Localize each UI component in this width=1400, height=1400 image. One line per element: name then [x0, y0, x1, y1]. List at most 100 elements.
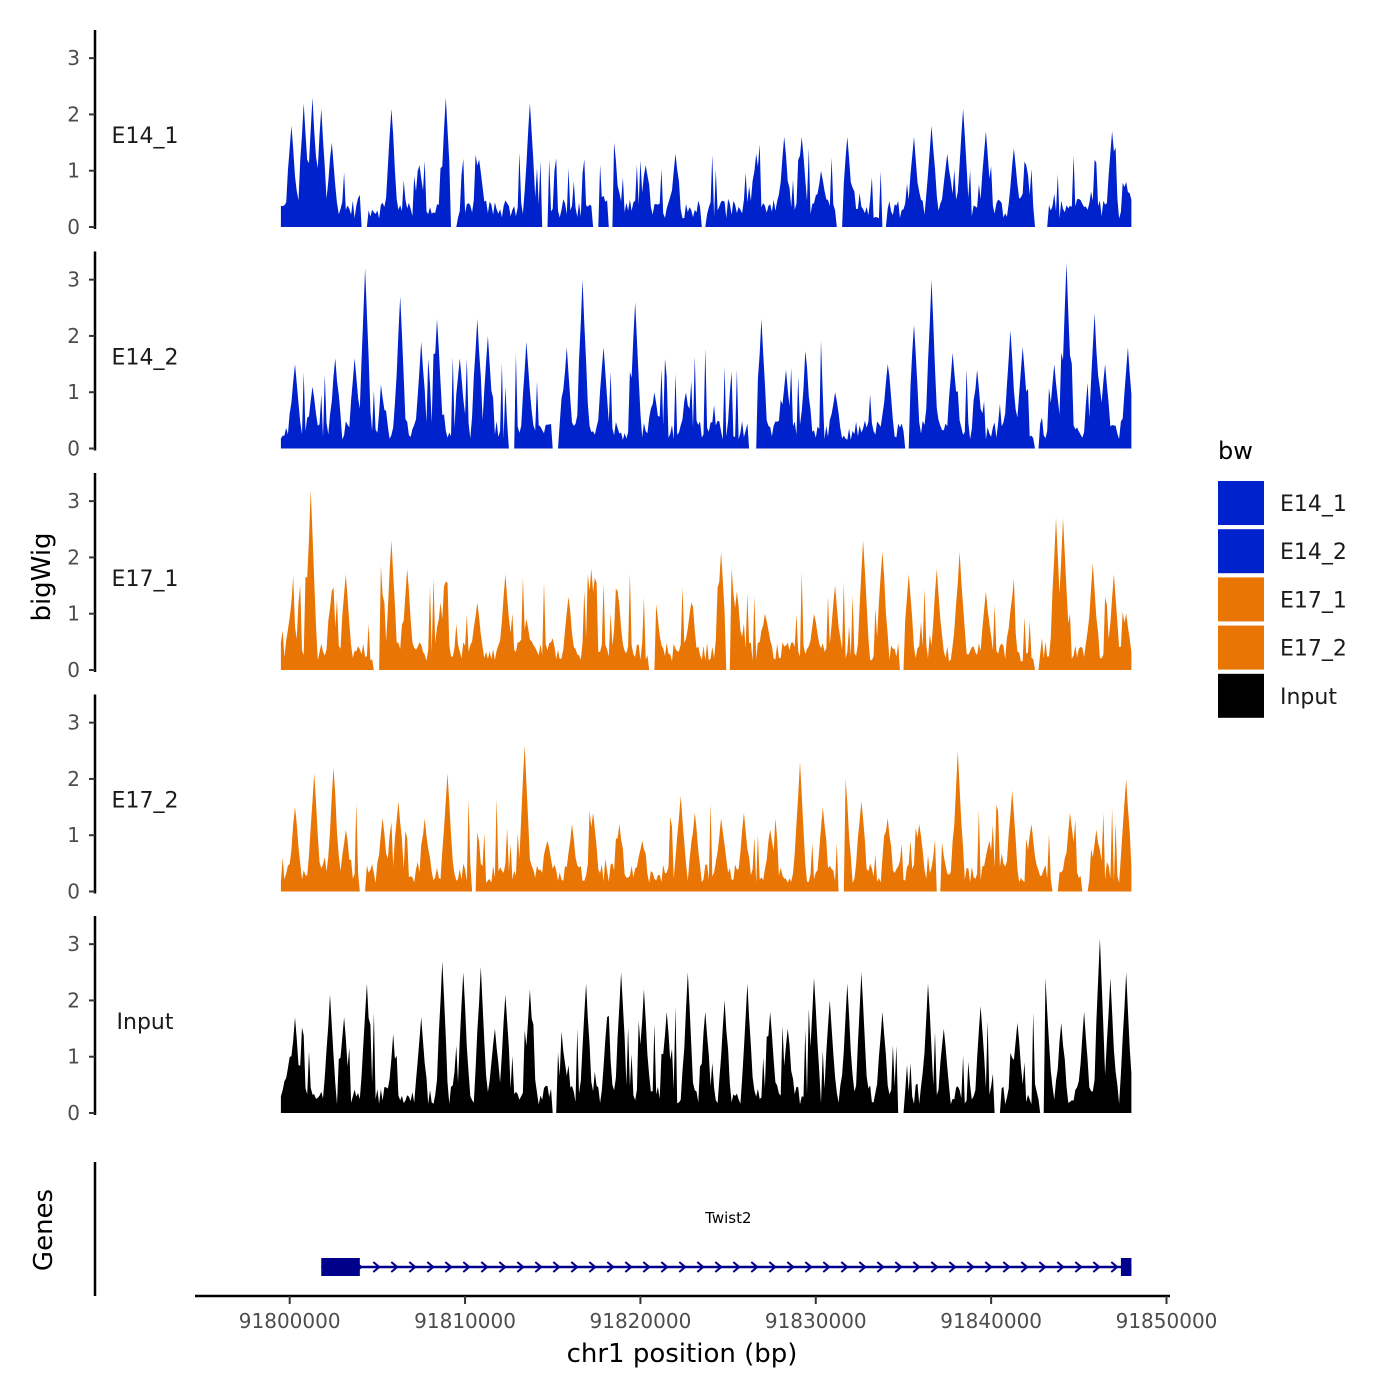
- gene-strand-arrow: [408, 1261, 417, 1273]
- gene-strand-arrow: [840, 1261, 849, 1273]
- gene-strand-arrow: [588, 1261, 597, 1273]
- gene-strand-arrow: [750, 1261, 759, 1273]
- gene-strand-arrow: [714, 1261, 723, 1273]
- legend-label: E17_1: [1280, 588, 1347, 613]
- x-tick-label: 91840000: [940, 1309, 1042, 1333]
- y-tick-label: 2: [67, 324, 80, 348]
- coverage-area: [280, 489, 1132, 670]
- gene-strand-arrow: [804, 1261, 813, 1273]
- gene-strand-arrow: [516, 1261, 525, 1273]
- coverage-tracks: 0 1 2 3 E14_1 0 1 2 3 E14_2 0 1 2 3 E17_1 0 1 2 3 E17_2 0 1 2 3…: [67, 30, 1132, 1125]
- track-label: E17_1: [112, 567, 179, 592]
- y-tick-label: 3: [67, 268, 80, 292]
- y-tick-label: 2: [67, 767, 80, 791]
- track-label: E14_1: [112, 124, 179, 149]
- gene-strand-arrow: [390, 1261, 399, 1273]
- y-tick-label: 1: [67, 159, 80, 183]
- legend-swatch: [1218, 673, 1264, 718]
- genes-track: Genes Twist2: [29, 1162, 1132, 1296]
- gene-strand-arrow: [786, 1261, 795, 1273]
- gene-strand-arrow: [606, 1261, 615, 1273]
- legend-swatch: [1218, 625, 1264, 670]
- y-tick-label: 1: [67, 1045, 80, 1069]
- coverage-area: [280, 262, 1132, 449]
- y-tick-label: 1: [67, 380, 80, 404]
- gene-strand-arrow: [1092, 1261, 1101, 1273]
- x-axis-title: chr1 position (bp): [567, 1339, 798, 1369]
- gene-strand-arrow: [858, 1261, 867, 1273]
- y-tick-label: 3: [67, 489, 80, 513]
- track-input: 0 1 2 3 Input: [67, 916, 1132, 1125]
- gene-strand-arrow: [534, 1261, 543, 1273]
- gene-strand-arrow: [1020, 1261, 1029, 1273]
- gene-strand-arrow: [1110, 1261, 1119, 1273]
- y-tick-label: 1: [67, 823, 80, 847]
- gene-strand-arrow: [696, 1261, 705, 1273]
- gene-strand-arrow: [912, 1261, 921, 1273]
- coverage-area: [280, 745, 1132, 892]
- track-e14-2: 0 1 2 3 E14_2: [67, 251, 1132, 461]
- x-tick-label: 91850000: [1116, 1309, 1218, 1333]
- gene-strand-arrow: [732, 1261, 741, 1273]
- gene-strand-arrow: [876, 1261, 885, 1273]
- legend-label: E17_2: [1280, 637, 1347, 662]
- gene-strand-arrow: [1038, 1261, 1047, 1273]
- gene-strand-arrow: [372, 1261, 381, 1273]
- gene-strand-arrow: [984, 1261, 993, 1273]
- gene-strand-arrow: [462, 1261, 471, 1273]
- gene-model: Twist2: [321, 1209, 1132, 1276]
- gene-exon: [1120, 1258, 1132, 1276]
- y-tick-label: 0: [67, 215, 80, 239]
- track-label: Input: [117, 1010, 174, 1035]
- gene-exon: [321, 1258, 360, 1276]
- x-tick-label: 91830000: [765, 1309, 867, 1333]
- gene-strand-arrow: [642, 1261, 651, 1273]
- legend-items: E14_1 E14_2 E17_1 E17_2 Input: [1218, 481, 1347, 718]
- gene-strand-arrow: [768, 1261, 777, 1273]
- x-axis: 91800000 91810000 91820000 91830000 91840000…: [195, 1294, 1218, 1369]
- y-axis-title: bigWig: [27, 532, 57, 621]
- coverage-area: [280, 938, 1132, 1113]
- y-tick-label: 2: [67, 545, 80, 569]
- gene-strand-arrow: [930, 1261, 939, 1273]
- track-label: E14_2: [112, 346, 179, 371]
- track-label: E17_2: [112, 789, 179, 814]
- y-tick-label: 0: [67, 1101, 80, 1125]
- y-tick-label: 2: [67, 988, 80, 1012]
- legend-swatch: [1218, 481, 1264, 525]
- legend: bw E14_1 E14_2 E17_1 E17_2 Input: [1218, 437, 1347, 718]
- legend-title: bw: [1218, 437, 1253, 465]
- gene-strand-arrow: [1056, 1261, 1065, 1273]
- y-tick-label: 0: [67, 880, 80, 904]
- genes-track-label: Genes: [29, 1189, 59, 1271]
- gene-strand-arrow: [444, 1261, 453, 1273]
- coverage-area: [280, 97, 1132, 227]
- y-tick-label: 0: [67, 437, 80, 461]
- gene-strand-arrow: [678, 1261, 687, 1273]
- y-tick-label: 3: [67, 932, 80, 956]
- gene-strand-arrow: [570, 1261, 579, 1273]
- legend-label: E14_1: [1280, 492, 1347, 517]
- gene-strand-arrow: [426, 1261, 435, 1273]
- gene-strand-arrow: [480, 1261, 489, 1273]
- legend-swatch: [1218, 577, 1264, 622]
- x-tick-label: 91800000: [239, 1309, 341, 1333]
- y-tick-label: 0: [67, 658, 80, 682]
- gene-strand-arrow: [948, 1261, 957, 1273]
- gene-strand-arrow: [498, 1261, 507, 1273]
- gene-name-label: Twist2: [704, 1209, 751, 1227]
- x-axis-ticks: 91800000 91810000 91820000 91830000 91840000…: [239, 1296, 1218, 1333]
- gene-strand-arrow: [966, 1261, 975, 1273]
- y-tick-label: 2: [67, 102, 80, 126]
- x-tick-label: 91810000: [414, 1309, 516, 1333]
- gene-strand-arrow: [1074, 1261, 1083, 1273]
- y-tick-label: 3: [67, 46, 80, 70]
- track-e14-1: 0 1 2 3 E14_1: [67, 30, 1132, 239]
- gene-strand-arrow: [822, 1261, 831, 1273]
- legend-label: Input: [1280, 685, 1337, 710]
- gene-strand-arrow: [894, 1261, 903, 1273]
- gene-strand-arrow: [660, 1261, 669, 1273]
- y-tick-label: 3: [67, 711, 80, 735]
- legend-label: E14_2: [1280, 540, 1347, 565]
